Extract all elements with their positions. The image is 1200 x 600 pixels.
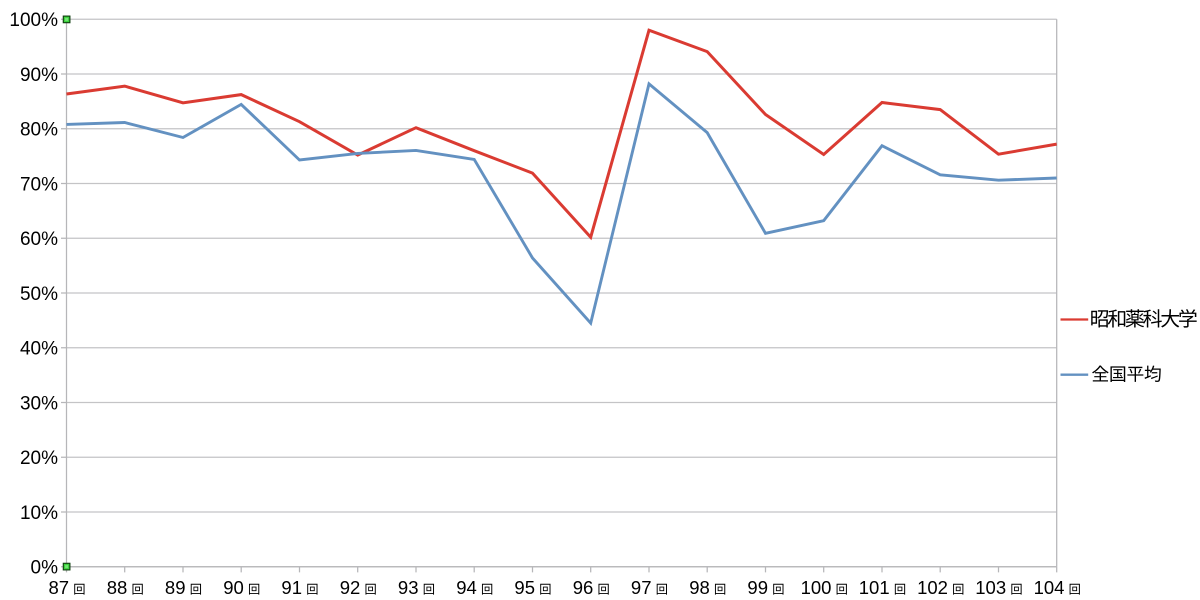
svg-text:96: 96 [573, 577, 594, 598]
svg-text:50%: 50% [20, 284, 58, 305]
svg-text:87: 87 [49, 577, 70, 598]
svg-text:70%: 70% [20, 174, 58, 195]
svg-text:20%: 20% [20, 448, 58, 469]
svg-text:94: 94 [456, 577, 477, 598]
svg-text:89: 89 [165, 577, 186, 598]
svg-text:102: 102 [917, 577, 948, 598]
svg-text:93: 93 [398, 577, 419, 598]
svg-text:103: 103 [975, 577, 1006, 598]
svg-text:0%: 0% [31, 558, 59, 579]
svg-text:88: 88 [107, 577, 128, 598]
svg-text:60%: 60% [20, 229, 58, 250]
svg-text:90: 90 [223, 577, 244, 598]
svg-text:101: 101 [859, 577, 890, 598]
svg-text:90%: 90% [20, 65, 58, 86]
svg-text:80%: 80% [20, 120, 58, 141]
svg-text:30%: 30% [20, 393, 58, 414]
svg-text:95: 95 [514, 577, 535, 598]
svg-text:91: 91 [281, 577, 302, 598]
svg-text:100: 100 [801, 577, 832, 598]
svg-text:99: 99 [747, 577, 768, 598]
svg-text:100%: 100% [9, 10, 58, 31]
svg-text:92: 92 [340, 577, 361, 598]
svg-text:104: 104 [1034, 577, 1065, 598]
svg-text:40%: 40% [20, 339, 58, 360]
svg-text:98: 98 [689, 577, 710, 598]
svg-text:97: 97 [631, 577, 652, 598]
svg-text:10%: 10% [20, 503, 58, 524]
